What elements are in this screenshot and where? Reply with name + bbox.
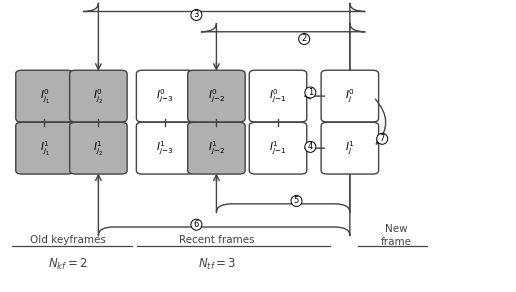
- Text: Old keyframes: Old keyframes: [30, 235, 106, 245]
- FancyBboxPatch shape: [136, 122, 194, 174]
- FancyBboxPatch shape: [249, 122, 307, 174]
- Text: 1: 1: [308, 88, 313, 97]
- Text: 3: 3: [194, 11, 199, 20]
- Text: 7: 7: [379, 134, 385, 143]
- FancyBboxPatch shape: [70, 122, 127, 174]
- Text: $I^{0}_{j_1}$: $I^{0}_{j_1}$: [40, 87, 50, 105]
- Text: $I^{1}_{j{-}1}$: $I^{1}_{j{-}1}$: [269, 140, 286, 157]
- FancyBboxPatch shape: [16, 70, 73, 122]
- Text: $I^{1}_{j{-}2}$: $I^{1}_{j{-}2}$: [208, 140, 225, 157]
- Text: $I^{1}_{j}$: $I^{1}_{j}$: [345, 140, 355, 157]
- Text: 6: 6: [194, 220, 199, 229]
- Text: $I^{0}_{j{-}1}$: $I^{0}_{j{-}1}$: [269, 87, 286, 105]
- Text: $I^{0}_{j}$: $I^{0}_{j}$: [345, 87, 355, 105]
- FancyBboxPatch shape: [136, 70, 194, 122]
- Text: $I^{0}_{j{-}2}$: $I^{0}_{j{-}2}$: [208, 87, 225, 105]
- Text: New
frame: New frame: [381, 225, 412, 247]
- FancyBboxPatch shape: [16, 122, 73, 174]
- Text: Recent frames: Recent frames: [179, 235, 255, 245]
- Text: $I^{1}_{j_2}$: $I^{1}_{j_2}$: [93, 139, 103, 157]
- Text: $I^{0}_{j_2}$: $I^{0}_{j_2}$: [93, 87, 103, 105]
- FancyBboxPatch shape: [321, 70, 379, 122]
- Text: 5: 5: [294, 197, 299, 206]
- FancyBboxPatch shape: [188, 122, 245, 174]
- Text: 2: 2: [301, 34, 307, 44]
- Text: $I^{1}_{j_1}$: $I^{1}_{j_1}$: [40, 139, 50, 157]
- Text: $I^{0}_{j{-}3}$: $I^{0}_{j{-}3}$: [156, 87, 174, 105]
- FancyBboxPatch shape: [321, 122, 379, 174]
- FancyBboxPatch shape: [249, 70, 307, 122]
- Text: $I^{1}_{j{-}3}$: $I^{1}_{j{-}3}$: [156, 140, 174, 157]
- Text: $N_{tf} = 3$: $N_{tf} = 3$: [198, 257, 236, 272]
- FancyBboxPatch shape: [188, 70, 245, 122]
- Text: $N_{kf} = 2$: $N_{kf} = 2$: [49, 257, 88, 272]
- Text: 4: 4: [308, 142, 313, 151]
- FancyBboxPatch shape: [70, 70, 127, 122]
